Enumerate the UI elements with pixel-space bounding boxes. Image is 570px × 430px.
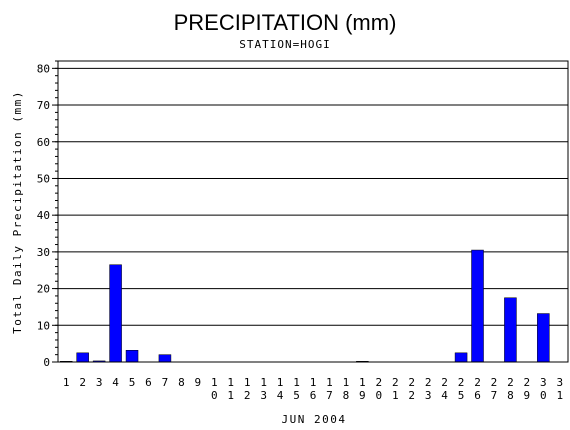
x-tick-label: 8: [178, 376, 185, 389]
x-tick-label: 6: [145, 376, 152, 389]
x-axis-ticks: 1 2 3 4 5 6 7 8 9 1 01 11 21 31 41 51 61 71 81 92 02 12 22 32 42…: [63, 376, 563, 402]
chart-subtitle: STATION=HOGI: [239, 38, 330, 51]
x-tick-label: 4: [112, 376, 119, 389]
bar-day-4: [109, 264, 122, 363]
x-tick-label: 3: [96, 376, 103, 389]
x-tick-label: 7: [162, 376, 169, 389]
gridlines: [58, 67, 568, 326]
x-axis-label: JUN 2004: [282, 413, 347, 426]
bar-day-2: [76, 352, 89, 363]
bars: [59, 249, 550, 363]
plot-frame: [57, 60, 569, 363]
y-axis-ticks: 0 10 20 30 40 50 60 70 80: [37, 60, 58, 369]
y-tick-label: 10: [37, 319, 50, 332]
x-tick-label: 5: [129, 376, 136, 389]
y-tick-label: 20: [37, 283, 50, 296]
y-tick-label: 40: [37, 209, 50, 222]
bar-day-28: [504, 297, 517, 363]
bar-day-25: [454, 352, 468, 363]
bar-day-5: [125, 350, 139, 363]
bar-day-30: [537, 313, 550, 363]
y-tick-label: 30: [37, 246, 50, 259]
x-tick-label: 1: [63, 376, 70, 389]
y-axis-label: Total Daily Precipitation (mm): [11, 90, 24, 334]
y-tick-label: 60: [37, 136, 50, 149]
x-tick-label: 2: [79, 376, 86, 389]
bar-day-26: [471, 249, 484, 363]
y-tick-label: 70: [37, 99, 50, 112]
y-tick-label: 80: [37, 62, 50, 75]
x-tick-label: 9: [195, 376, 202, 389]
y-tick-label: 0: [43, 356, 50, 369]
chart-title: PRECIPITATION (mm): [174, 10, 397, 35]
y-tick-label: 50: [37, 172, 50, 185]
bar-day-7: [158, 354, 172, 363]
